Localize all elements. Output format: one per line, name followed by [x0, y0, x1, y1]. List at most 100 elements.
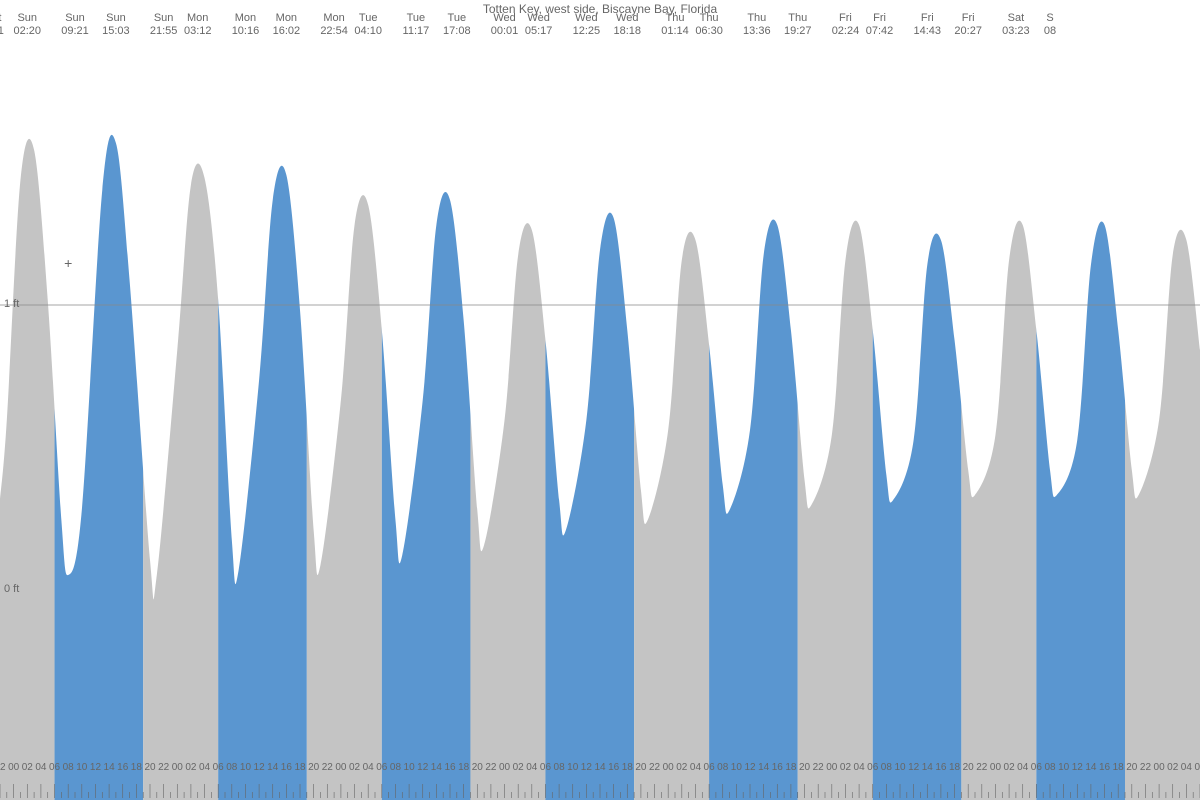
x-tick-label: 12 — [417, 762, 428, 773]
x-tick-label: 16 — [772, 762, 783, 773]
x-tick-label: 20 — [308, 762, 319, 773]
x-tick-label: 12 — [581, 762, 592, 773]
time-label: Tue11:17 — [403, 12, 430, 38]
x-tick-label: 10 — [894, 762, 905, 773]
time-label: Sun02:20 — [14, 12, 42, 38]
time-label: Fri14:43 — [914, 12, 942, 38]
x-tick-label: 04 — [35, 762, 46, 773]
x-tick-label: 22 — [158, 762, 169, 773]
x-tick-label: 06 — [213, 762, 224, 773]
x-tick-label: 22 — [649, 762, 660, 773]
x-tick-label: 12 — [908, 762, 919, 773]
x-tick-label: 10 — [731, 762, 742, 773]
x-tick-label: 10 — [76, 762, 87, 773]
time-label: Sat1:01 — [0, 12, 4, 38]
time-labels-row: Sat1:01Sun02:20Sun09:21Sun15:03Sun21:55M… — [0, 12, 1200, 40]
x-tick-label: 20 — [1126, 762, 1137, 773]
x-tick-label: 04 — [1017, 762, 1028, 773]
time-label: Thu06:30 — [695, 12, 723, 38]
x-tick-label: 20 — [144, 762, 155, 773]
x-tick-label: 22 — [322, 762, 333, 773]
time-label: Wed12:25 — [573, 12, 601, 38]
x-tick-label: 02 — [185, 762, 196, 773]
x-tick-label: 10 — [404, 762, 415, 773]
x-tick-label: 16 — [608, 762, 619, 773]
time-label: Mon03:12 — [184, 12, 212, 38]
x-tick-label: 12 — [90, 762, 101, 773]
x-tick-label: 14 — [104, 762, 115, 773]
x-tick-label: 20 — [799, 762, 810, 773]
time-label: Mon22:54 — [320, 12, 348, 38]
x-tick-label: 12 — [744, 762, 755, 773]
x-tick-label: 02 — [1004, 762, 1015, 773]
x-tick-label: 14 — [1085, 762, 1096, 773]
x-tick-label: 06 — [1194, 762, 1200, 773]
time-label: Fri20:27 — [954, 12, 982, 38]
time-label: Thu19:27 — [784, 12, 812, 38]
x-tick-label: 02 — [1167, 762, 1178, 773]
x-tick-label: 02 — [676, 762, 687, 773]
x-tick-label: 08 — [717, 762, 728, 773]
time-label: Thu13:36 — [743, 12, 771, 38]
time-label: Mon10:16 — [232, 12, 260, 38]
x-tick-label: 06 — [376, 762, 387, 773]
x-tick-label: 18 — [949, 762, 960, 773]
x-tick-label: 08 — [63, 762, 74, 773]
x-tick-label: 16 — [935, 762, 946, 773]
x-tick-label: 04 — [199, 762, 210, 773]
x-tick-label: 12 — [1072, 762, 1083, 773]
x-tick-label: 04 — [854, 762, 865, 773]
x-tick-label: 00 — [335, 762, 346, 773]
x-tick-label: 00 — [663, 762, 674, 773]
x-tick-label: 10 — [567, 762, 578, 773]
reference-marker: + — [64, 255, 72, 271]
x-tick-label: 20 — [635, 762, 646, 773]
tide-chart — [0, 0, 1200, 800]
x-tick-label: 02 — [513, 762, 524, 773]
x-tick-label: 14 — [594, 762, 605, 773]
x-tick-label: 08 — [1044, 762, 1055, 773]
x-tick-label: 06 — [49, 762, 60, 773]
x-tick-label: 00 — [990, 762, 1001, 773]
x-tick-label: 22 — [976, 762, 987, 773]
time-label: Sat03:23 — [1002, 12, 1030, 38]
time-label: Thu01:14 — [661, 12, 689, 38]
x-tick-label: 16 — [444, 762, 455, 773]
x-tick-label: 08 — [554, 762, 565, 773]
time-label: Tue17:08 — [443, 12, 471, 38]
x-tick-label: 06 — [540, 762, 551, 773]
x-axis-hour-ticks: 2200020406081012141618202200020406081012… — [0, 762, 1200, 782]
time-label: Mon16:02 — [273, 12, 301, 38]
x-tick-label: 18 — [131, 762, 142, 773]
x-tick-label: 16 — [117, 762, 128, 773]
x-tick-label: 04 — [1181, 762, 1192, 773]
x-tick-label: 10 — [1058, 762, 1069, 773]
x-tick-label: 02 — [22, 762, 33, 773]
x-tick-label: 22 — [485, 762, 496, 773]
x-tick-label: 18 — [622, 762, 633, 773]
x-tick-label: 22 — [1140, 762, 1151, 773]
x-tick-label: 00 — [826, 762, 837, 773]
time-label: Wed18:18 — [614, 12, 642, 38]
x-tick-label: 18 — [1113, 762, 1124, 773]
y-axis-label: 0 ft — [4, 583, 19, 595]
x-tick-label: 20 — [963, 762, 974, 773]
x-tick-label: 00 — [8, 762, 19, 773]
x-tick-label: 04 — [690, 762, 701, 773]
x-tick-label: 04 — [363, 762, 374, 773]
time-label: Sun09:21 — [61, 12, 89, 38]
x-tick-label: 02 — [840, 762, 851, 773]
x-tick-label: 00 — [499, 762, 510, 773]
x-tick-label: 00 — [1154, 762, 1165, 773]
x-tick-label: 04 — [526, 762, 537, 773]
x-tick-label: 18 — [294, 762, 305, 773]
time-label: Fri02:24 — [832, 12, 860, 38]
x-tick-label: 08 — [390, 762, 401, 773]
x-tick-label: 12 — [254, 762, 265, 773]
x-tick-label: 06 — [867, 762, 878, 773]
x-tick-label: 14 — [267, 762, 278, 773]
time-label: Wed05:17 — [525, 12, 553, 38]
x-tick-label: 18 — [458, 762, 469, 773]
x-tick-label: 16 — [281, 762, 292, 773]
x-tick-label: 20 — [472, 762, 483, 773]
